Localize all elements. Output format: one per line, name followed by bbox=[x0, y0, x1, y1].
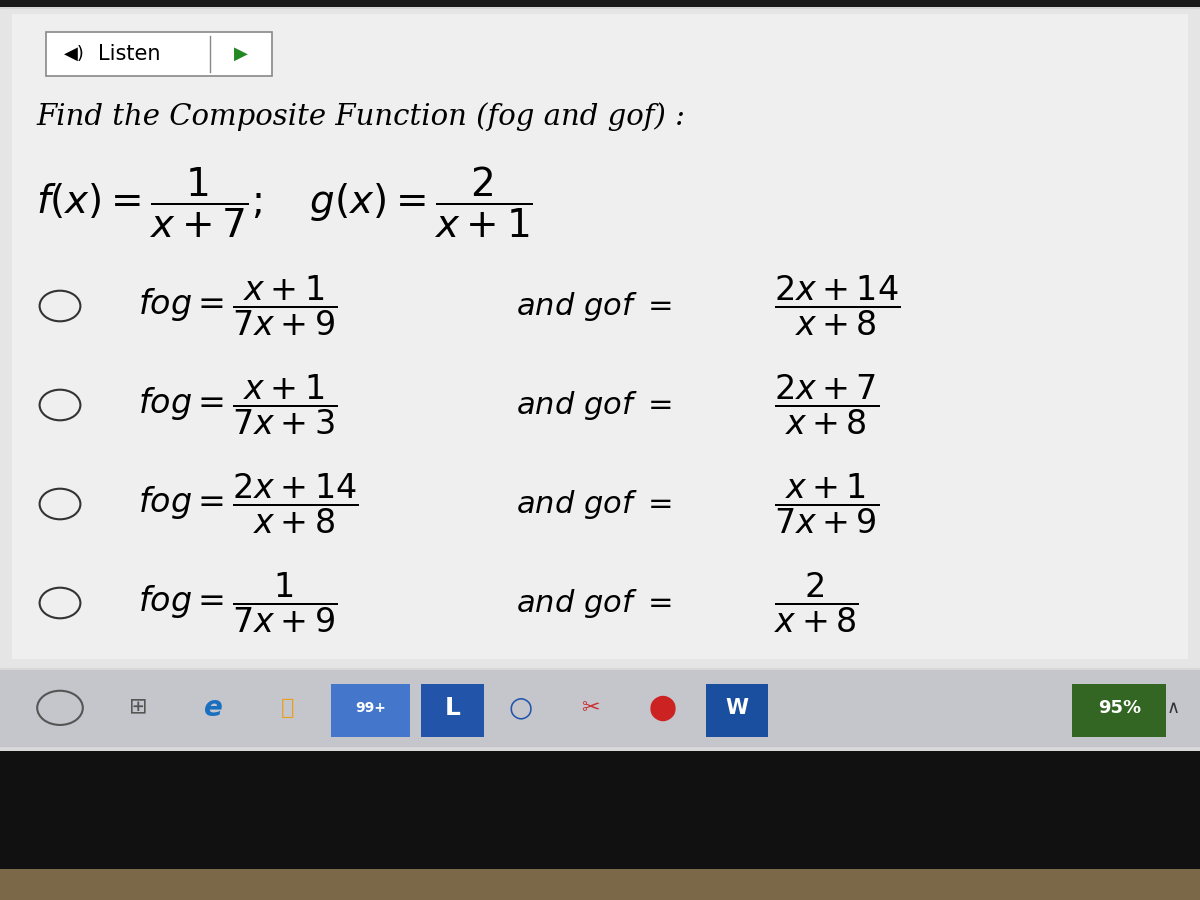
Bar bbox=[12, 14, 1188, 659]
Bar bbox=[0, 751, 1200, 900]
Bar bbox=[0, 0, 1200, 747]
Text: ⬤: ⬤ bbox=[648, 695, 677, 721]
Bar bbox=[0, 868, 1200, 900]
Text: ✂: ✂ bbox=[581, 698, 600, 718]
Text: ○: ○ bbox=[509, 694, 533, 722]
Text: 99+: 99+ bbox=[355, 701, 386, 715]
Text: ∧: ∧ bbox=[1168, 698, 1180, 716]
FancyBboxPatch shape bbox=[331, 684, 410, 736]
Text: Find the Composite Function (fog and gof) :: Find the Composite Function (fog and gof… bbox=[36, 103, 685, 131]
FancyBboxPatch shape bbox=[421, 684, 484, 736]
Text: Listen: Listen bbox=[98, 44, 161, 64]
Text: $and\ gof\ =$: $and\ gof\ =$ bbox=[516, 587, 672, 619]
Text: $\dfrac{2}{x+8}$: $\dfrac{2}{x+8}$ bbox=[774, 571, 859, 635]
Text: ◀): ◀) bbox=[64, 45, 84, 63]
Text: W: W bbox=[725, 698, 749, 718]
FancyBboxPatch shape bbox=[706, 684, 768, 736]
FancyBboxPatch shape bbox=[1072, 684, 1166, 736]
Text: $and\ gof\ =$: $and\ gof\ =$ bbox=[516, 290, 672, 322]
Text: $f(x) = \dfrac{1}{x+7}$$;\quad g(x) = \dfrac{2}{x+1}$: $f(x) = \dfrac{1}{x+7}$$;\quad g(x) = \d… bbox=[36, 165, 533, 240]
Text: $fog = \dfrac{x+1}{7x+3}$: $fog = \dfrac{x+1}{7x+3}$ bbox=[138, 373, 337, 437]
Bar bbox=[0, 702, 1200, 900]
Bar bbox=[0, 670, 1200, 746]
Text: 🏠: 🏠 bbox=[281, 698, 295, 718]
Bar bbox=[0, 7, 1200, 810]
Bar bbox=[0, 9, 1200, 668]
Text: 95%: 95% bbox=[1098, 698, 1141, 716]
Text: ▶: ▶ bbox=[234, 45, 248, 63]
Text: $and\ gof\ =$: $and\ gof\ =$ bbox=[516, 389, 672, 421]
Text: L: L bbox=[444, 696, 461, 720]
Text: $\dfrac{2x+7}{x+8}$: $\dfrac{2x+7}{x+8}$ bbox=[774, 373, 880, 437]
Text: $and\ gof\ =$: $and\ gof\ =$ bbox=[516, 488, 672, 520]
Text: $\dfrac{x+1}{7x+9}$: $\dfrac{x+1}{7x+9}$ bbox=[774, 472, 880, 536]
Text: $fog = \dfrac{2x+14}{x+8}$: $fog = \dfrac{2x+14}{x+8}$ bbox=[138, 472, 359, 536]
Text: $\dfrac{2x+14}{x+8}$: $\dfrac{2x+14}{x+8}$ bbox=[774, 274, 900, 338]
Text: ⊞: ⊞ bbox=[128, 698, 148, 718]
FancyBboxPatch shape bbox=[46, 32, 272, 76]
Text: $fog = \dfrac{1}{7x+9}$: $fog = \dfrac{1}{7x+9}$ bbox=[138, 571, 337, 635]
Text: $fog = \dfrac{x+1}{7x+9}$: $fog = \dfrac{x+1}{7x+9}$ bbox=[138, 274, 337, 338]
Bar bbox=[0, 729, 1200, 747]
Text: e: e bbox=[204, 694, 223, 722]
